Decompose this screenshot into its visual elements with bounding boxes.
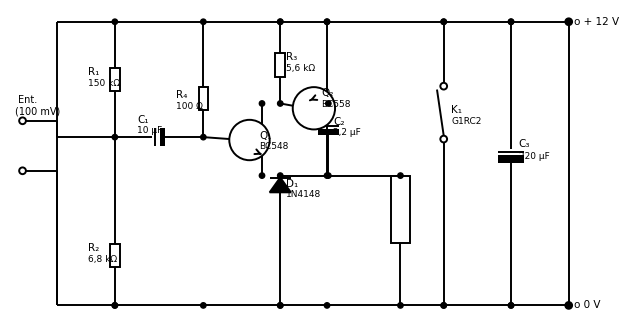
Circle shape (566, 303, 571, 308)
Circle shape (278, 303, 283, 308)
Circle shape (326, 173, 331, 178)
Circle shape (292, 87, 335, 129)
Text: 220 μF: 220 μF (519, 152, 549, 161)
Circle shape (112, 303, 118, 308)
Circle shape (441, 303, 446, 308)
Circle shape (278, 173, 283, 178)
Polygon shape (269, 177, 291, 192)
Circle shape (398, 303, 403, 308)
Circle shape (229, 120, 269, 160)
Circle shape (112, 134, 118, 140)
Text: C₁: C₁ (137, 115, 149, 125)
Circle shape (508, 303, 514, 308)
Bar (498, 155, 524, 163)
Text: 5,6 kΩ: 5,6 kΩ (286, 64, 315, 73)
Circle shape (201, 19, 206, 24)
Circle shape (201, 134, 206, 140)
Circle shape (259, 101, 265, 106)
Circle shape (324, 173, 330, 178)
Circle shape (508, 19, 514, 24)
Text: Ent.: Ent. (18, 95, 37, 105)
Text: 2,2 μF: 2,2 μF (333, 128, 361, 137)
Bar (199, 87, 208, 110)
Bar (391, 176, 410, 243)
Text: 6,8 kΩ: 6,8 kΩ (88, 255, 117, 264)
Circle shape (278, 303, 283, 308)
Circle shape (508, 303, 514, 308)
Text: D₁: D₁ (286, 179, 298, 189)
Text: R₂: R₂ (88, 243, 99, 253)
Circle shape (566, 19, 571, 24)
Circle shape (441, 19, 446, 24)
Text: G1RC2: G1RC2 (451, 117, 482, 126)
Text: C₂: C₂ (333, 117, 344, 127)
Text: o + 12 V: o + 12 V (574, 17, 619, 27)
Bar (110, 68, 119, 91)
Text: BC548: BC548 (259, 142, 289, 151)
Text: o 0 V: o 0 V (574, 301, 601, 310)
Circle shape (278, 19, 283, 24)
Text: R₁: R₁ (88, 67, 99, 77)
Circle shape (508, 19, 514, 24)
Circle shape (278, 19, 283, 24)
Text: Q₁: Q₁ (259, 131, 272, 141)
Circle shape (324, 19, 330, 24)
Circle shape (278, 101, 283, 106)
Text: K₁: K₁ (451, 105, 462, 115)
Text: 10 μF: 10 μF (137, 126, 162, 135)
Circle shape (441, 19, 446, 24)
Text: (100 mV): (100 mV) (15, 106, 60, 116)
Circle shape (201, 303, 206, 308)
Text: BC558: BC558 (322, 100, 351, 109)
Text: 1N4148: 1N4148 (286, 190, 321, 199)
Circle shape (259, 173, 265, 178)
Circle shape (112, 19, 118, 24)
Bar (276, 54, 285, 76)
Bar (318, 129, 339, 135)
Text: R₃: R₃ (286, 52, 298, 62)
Text: C₃: C₃ (519, 139, 530, 149)
Circle shape (398, 173, 403, 178)
Circle shape (112, 303, 118, 308)
Text: R₄: R₄ (176, 90, 187, 100)
Text: 100 Ω: 100 Ω (176, 102, 203, 111)
Text: 150 kΩ: 150 kΩ (88, 79, 120, 88)
Text: Q₂: Q₂ (322, 88, 334, 98)
Bar (160, 128, 165, 146)
Circle shape (326, 101, 331, 106)
Bar (110, 244, 119, 267)
Circle shape (324, 303, 330, 308)
Circle shape (324, 19, 330, 24)
Circle shape (441, 303, 446, 308)
